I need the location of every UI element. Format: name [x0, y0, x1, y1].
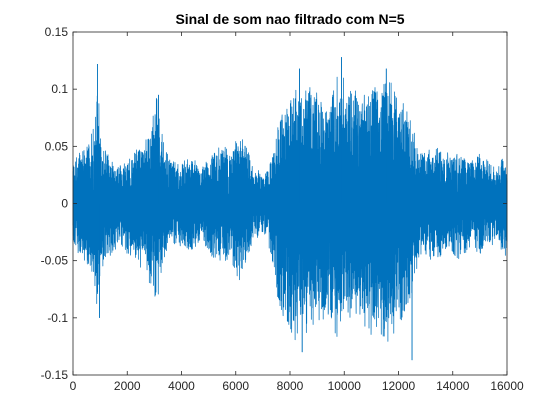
x-tick-label: 6000: [222, 379, 249, 393]
y-axis-ticks: -0.15 -0.1 -0.05 0 0.05 0.1 0.15: [41, 25, 507, 382]
y-tick-label: -0.1: [47, 311, 68, 325]
y-tick-label: 0.1: [51, 82, 68, 96]
x-tick-label: 2000: [114, 379, 141, 393]
x-tick-label: 10000: [328, 379, 362, 393]
y-tick-label: 0.05: [45, 139, 69, 153]
y-tick-label: -0.05: [41, 254, 69, 268]
x-axis-ticks: 0 2000 4000 6000 8000 10000 12000 14000 16000: [70, 32, 524, 393]
y-tick-label: 0.15: [45, 25, 69, 39]
x-tick-label: 12000: [382, 379, 416, 393]
signal-layer: [72, 57, 508, 361]
x-tick-label: 0: [70, 379, 77, 393]
x-tick-label: 8000: [277, 379, 304, 393]
chart-title: Sinal de som nao filtrado com N=5: [175, 11, 404, 27]
y-tick-label: 0: [61, 197, 68, 211]
x-tick-label: 4000: [168, 379, 195, 393]
y-tick-label: -0.15: [41, 368, 69, 382]
x-tick-label: 16000: [490, 379, 524, 393]
x-tick-label: 14000: [436, 379, 470, 393]
